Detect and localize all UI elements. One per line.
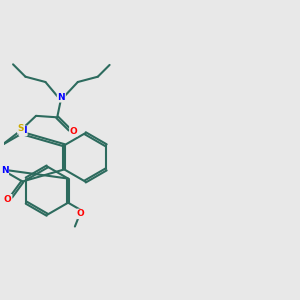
Text: N: N <box>58 93 65 102</box>
Text: O: O <box>70 127 78 136</box>
Text: N: N <box>19 126 27 135</box>
Text: O: O <box>77 209 85 218</box>
Text: S: S <box>18 124 24 133</box>
Text: N: N <box>1 167 8 176</box>
Text: O: O <box>4 195 12 204</box>
